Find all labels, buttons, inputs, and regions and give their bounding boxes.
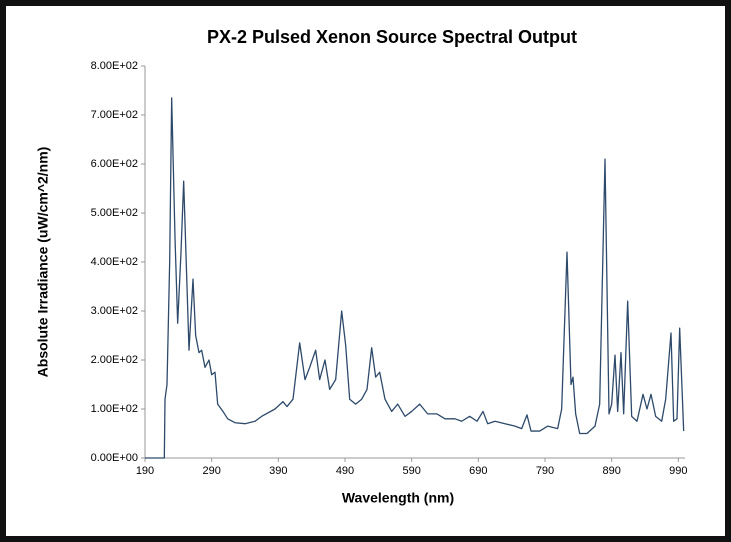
y-tick-label: 0.00E+00 [91,452,138,464]
x-tick-label: 490 [336,465,354,477]
chart-title: PX-2 Pulsed Xenon Source Spectral Output [207,27,577,47]
x-tick-label: 890 [602,465,620,477]
x-tick-label: 290 [202,465,220,477]
spectrum-line [145,97,685,459]
x-tick-label: 690 [469,465,487,477]
x-tick-label: 190 [136,465,154,477]
y-tick-label: 6.00E+02 [91,158,138,170]
y-tick-label: 5.00E+02 [91,207,138,219]
y-tick-label: 2.00E+02 [91,354,138,366]
y-tick-label: 8.00E+02 [91,60,138,72]
y-tick-label: 1.00E+02 [91,403,138,415]
y-tick-label: 4.00E+02 [91,256,138,268]
y-axis-label: Absolute Irradiance (uW/cm^2/nm) [35,147,51,378]
x-tick-label: 390 [269,465,287,477]
x-tick-label: 790 [536,465,554,477]
x-tick-label: 590 [402,465,420,477]
x-tick-label: 990 [669,465,687,477]
y-tick-label: 3.00E+02 [91,305,138,317]
y-tick-label: 7.00E+02 [91,109,138,121]
x-axis-label: Wavelength (nm) [342,490,454,506]
